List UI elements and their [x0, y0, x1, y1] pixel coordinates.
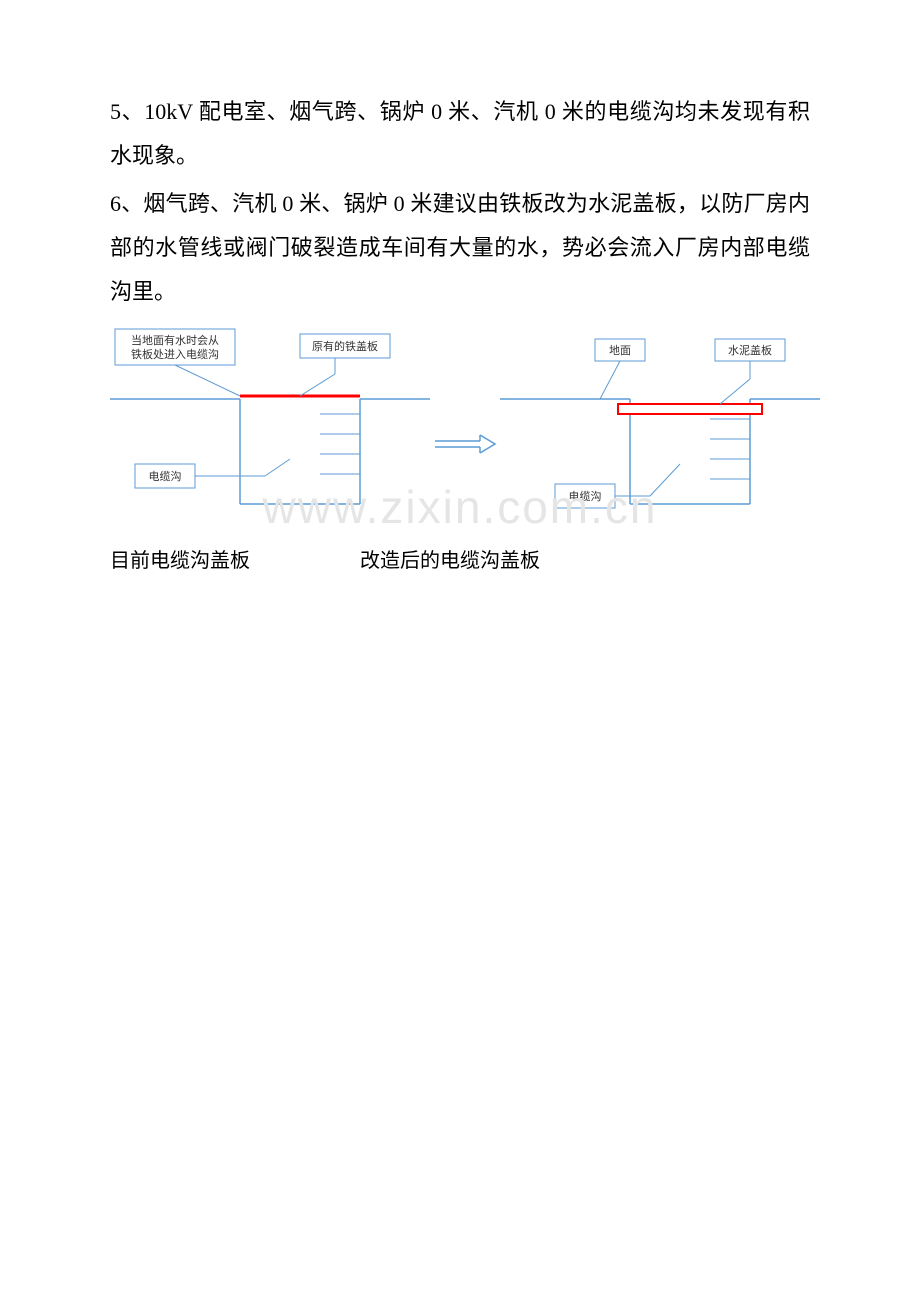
svg-text:水泥盖板: 水泥盖板 — [728, 343, 772, 357]
diagram-current: 当地面有水时会从铁板处进入电缆沟 原有的铁盖板电缆沟 — [110, 324, 430, 524]
diagram-modified: 地面 水泥盖板电缆沟 — [500, 324, 820, 524]
diagram-current-svg: 当地面有水时会从铁板处进入电缆沟 原有的铁盖板电缆沟 — [110, 324, 430, 524]
arrow-icon — [430, 429, 500, 459]
caption-current: 目前电缆沟盖板 — [110, 544, 250, 573]
caption-row: 目前电缆沟盖板 改造后的电缆沟盖板 — [110, 544, 810, 573]
svg-text:铁板处进入电缆沟: 铁板处进入电缆沟 — [131, 347, 219, 361]
arrow-wrap — [430, 324, 500, 524]
paragraph-6: 6、烟气跨、汽机 0 米、锅炉 0 米建议由铁板改为水泥盖板，以防厂房内部的水管… — [110, 182, 810, 314]
svg-text:电缆沟: 电缆沟 — [569, 490, 602, 503]
paragraph-5: 5、10kV 配电室、烟气跨、锅炉 0 米、汽机 0 米的电缆沟均未发现有积水现… — [110, 90, 810, 178]
diagram-row: 当地面有水时会从铁板处进入电缆沟 原有的铁盖板电缆沟 地面 水泥盖板电缆沟 — [110, 324, 810, 524]
svg-text:原有的铁盖板: 原有的铁盖板 — [312, 339, 378, 353]
svg-text:当地面有水时会从: 当地面有水时会从 — [131, 333, 219, 347]
diagram-modified-svg: 地面 水泥盖板电缆沟 — [500, 324, 820, 524]
page: 5、10kV 配电室、烟气跨、锅炉 0 米、汽机 0 米的电缆沟均未发现有积水现… — [0, 0, 920, 633]
svg-text:地面: 地面 — [609, 344, 631, 357]
caption-modified: 改造后的电缆沟盖板 — [360, 544, 540, 573]
svg-text:电缆沟: 电缆沟 — [149, 470, 182, 483]
